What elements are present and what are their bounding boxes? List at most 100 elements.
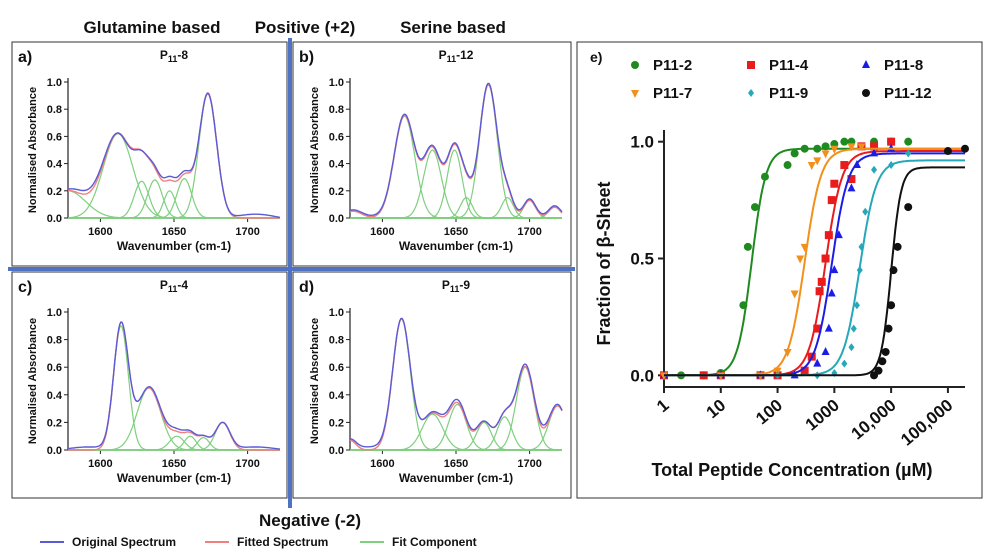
- x-axis-title: Wavenumber (cm-1): [117, 471, 231, 485]
- data-point-p11-9: [888, 161, 895, 170]
- panel-d: d) P11-9 0.0 0.2 0.4 0.6 0.8 1.0 1600 1650 1700 Wav…: [299, 278, 563, 485]
- data-point-p11-8: [847, 183, 856, 192]
- y-tick-label: 1.0: [329, 77, 344, 89]
- data-point-p11-2: [800, 144, 809, 153]
- panel-title: P11-9: [442, 278, 471, 294]
- data-point-p11-2: [739, 301, 748, 310]
- data-point-p11-2: [790, 149, 799, 158]
- data-point-p11-7: [847, 143, 856, 152]
- y-axis-title: Normalised Absorbance: [309, 87, 321, 213]
- x-tick-label: 10,000: [848, 396, 900, 444]
- y-tick-label: 0.6: [329, 362, 344, 374]
- legend-marker-p11-8: [862, 60, 870, 68]
- x-tick-label: 1650: [444, 226, 468, 238]
- panel-label: a): [18, 49, 32, 66]
- data-point-p11-9: [853, 301, 860, 310]
- x-tick-label: 1: [653, 396, 672, 417]
- y-tick-label: 0.8: [329, 335, 344, 347]
- fitted-spectrum: [349, 317, 563, 451]
- x-tick-label: 1600: [88, 226, 112, 238]
- data-point-p11-9: [841, 359, 848, 368]
- data-point-p11-2: [904, 137, 913, 146]
- data-point-p11-7: [796, 255, 805, 264]
- data-point-p11-4: [847, 175, 856, 184]
- data-point-p11-7: [790, 290, 799, 299]
- data-point-p11-7: [813, 157, 822, 166]
- x-tick-label: 1000: [802, 396, 843, 435]
- panel-label: c): [18, 279, 32, 296]
- data-point-p11-12: [961, 144, 969, 153]
- y-tick-label: 0.8: [47, 104, 62, 116]
- x-tick-label: 1700: [517, 226, 541, 238]
- x-axis-title: Wavenumber (cm-1): [117, 239, 231, 253]
- data-point-p11-12: [893, 242, 902, 251]
- x-tick-label: 1700: [517, 458, 541, 470]
- x-tick-label: 100,000: [897, 396, 956, 450]
- legend-fitted-label: Fitted Spectrum: [237, 535, 328, 549]
- x-tick-label: 1650: [162, 458, 186, 470]
- x-tick-label: 1700: [235, 458, 259, 470]
- panel-title: P11-8: [160, 48, 189, 64]
- data-point-p11-8: [821, 346, 830, 355]
- data-point-p11-8: [824, 323, 833, 332]
- fit-curve-p11-7: [664, 147, 965, 377]
- spectrum-legend: Original Spectrum Fitted Spectrum Fit Co…: [40, 535, 477, 549]
- y-tick-label: 0.6: [47, 131, 62, 143]
- legend-component-label: Fit Component: [392, 535, 477, 549]
- fit-component-1: [349, 210, 562, 219]
- y-axis-title: Normalised Absorbance: [27, 87, 39, 213]
- legend-label-p11-8: P11-8: [884, 57, 923, 74]
- y-tick-label: 1.0: [47, 307, 62, 319]
- fit-component-7: [68, 92, 280, 219]
- y-tick-label: 1.0: [47, 77, 62, 89]
- data-point-p11-4: [800, 366, 809, 375]
- data-point-p11-4: [813, 324, 822, 333]
- data-point-p11-8: [834, 230, 843, 239]
- panel-title: P11-4: [160, 278, 189, 294]
- data-point-p11-7: [783, 348, 792, 357]
- y-tick-label: 0.2: [47, 417, 62, 429]
- panel-d-frame: [292, 271, 572, 499]
- y-tick-label: 0.4: [329, 159, 345, 171]
- y-tick-label: 0.8: [329, 104, 344, 116]
- y-axis-title: Normalised Absorbance: [27, 318, 39, 444]
- x-tick-label: 1600: [370, 226, 394, 238]
- data-point-p11-9: [858, 242, 865, 251]
- panel-a: a) P11-8 0.0 0.2 0.4 0.6 0.8 1.0 1600 1650 1700 Wav…: [18, 48, 281, 253]
- data-point-p11-4: [824, 231, 833, 240]
- fit-component-1: [349, 439, 562, 451]
- x-axis-title: Wavenumber (cm-1): [399, 471, 513, 485]
- data-point-p11-12: [884, 324, 893, 333]
- data-point-p11-2: [840, 137, 849, 146]
- data-point-p11-9: [871, 165, 878, 174]
- data-point-p11-9: [862, 207, 869, 216]
- fit-component-2: [68, 133, 280, 219]
- data-point-p11-8: [870, 148, 879, 157]
- data-point-p11-4: [827, 196, 836, 205]
- fit-curve-p11-2: [664, 147, 965, 377]
- legend-label-p11-12: P11-12: [884, 85, 932, 102]
- data-point-p11-7: [830, 145, 839, 154]
- data-point-p11-12: [881, 347, 890, 356]
- y-tick-label: 0.6: [47, 362, 62, 374]
- fit-component-1: [68, 324, 280, 451]
- fit-component-2: [68, 387, 280, 451]
- x-tick-label: 1600: [370, 458, 394, 470]
- original-spectrum: [67, 92, 281, 218]
- y-tick-label: 0.0: [329, 213, 344, 225]
- data-point-p11-2: [750, 203, 759, 212]
- y-axis-title: Fraction of β-Sheet: [594, 181, 614, 345]
- y-tick-label: 0.2: [329, 186, 344, 198]
- glutamine-header: Glutamine based: [84, 18, 221, 37]
- legend-label-p11-2: P11-2: [653, 57, 692, 74]
- y-tick-label: 0.4: [47, 159, 63, 171]
- x-tick-label: 1600: [88, 458, 112, 470]
- panel-label: b): [299, 49, 314, 66]
- legend-marker-p11-7: [631, 90, 639, 98]
- data-point-p11-2: [813, 144, 822, 153]
- data-point-p11-12: [889, 266, 898, 275]
- data-point-p11-12: [887, 301, 896, 310]
- panel-c: c) P11-4 0.0 0.2 0.4 0.6 0.8 1.0 1600 1650 1700 Wav…: [18, 278, 281, 485]
- serine-header: Serine based: [400, 18, 506, 37]
- fit-curve-p11-12: [664, 166, 965, 377]
